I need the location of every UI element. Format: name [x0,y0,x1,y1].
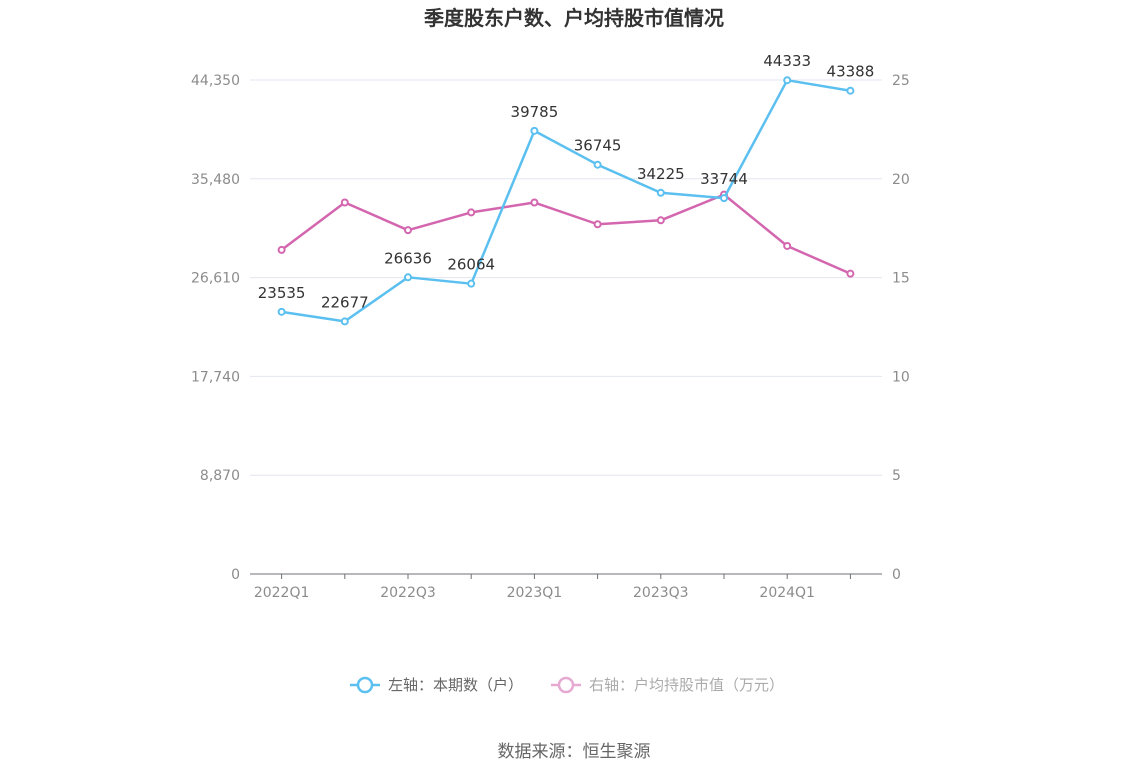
data-label: 26636 [384,249,432,267]
legend-label: 右轴：户均持股市值（万元） [589,676,784,694]
y-right-tick-label: 25 [892,73,910,89]
legend[interactable]: 左轴：本期数（户） 右轴：户均持股市值（万元） [350,676,784,694]
series-line-holders [281,78,851,323]
data-point-holders [846,86,855,95]
data-point-avg-value [783,241,792,250]
data-label: 23535 [258,284,306,302]
y-left-tick-label: 17,740 [191,369,240,385]
data-point-avg-value [656,216,665,225]
y-right-tick-label: 5 [892,468,901,484]
data-label-layer: 23535 22677 26636 26064 39785 36745 34225 33744… [258,52,875,311]
data-label: 26064 [447,256,495,274]
source-note: 数据来源：恒生聚源 [498,742,651,762]
series-layer [277,76,855,326]
data-point-avg-value [593,220,602,229]
data-point-holders [404,273,412,282]
data-label: 43388 [827,63,875,81]
legend-circle-icon [557,676,575,694]
y-right-tick-label: 15 [892,271,910,287]
x-tick-label: 2022Q3 [380,585,436,601]
data-point-avg-value [467,208,476,217]
data-point-holders [593,160,602,169]
y-right-tick-label: 20 [892,172,910,188]
data-point-holders [340,317,349,326]
data-label: 36745 [574,137,622,155]
y-left-tick-label: 8,870 [200,468,240,484]
legend-item-avg-value[interactable]: 右轴：户均持股市值（万元） [551,676,784,694]
axis-layer: 0 0 8,870 5 17,740 10 26,610 15 35,480 20 44,350 25… [191,73,910,601]
data-point-holders [530,126,539,135]
y-right-tick-label: 10 [892,369,910,385]
series-line-avg-value [280,193,851,275]
data-point-holders [783,76,792,85]
x-tick-label: 2023Q3 [633,585,689,601]
data-label: 44333 [763,52,811,70]
data-point-holders [656,188,665,197]
x-tick-label: 2023Q1 [507,585,563,601]
legend-item-holders[interactable]: 左轴：本期数（户） [350,676,523,694]
y-right-tick-label: 0 [892,567,901,583]
y-left-tick-label: 26,610 [191,271,240,287]
data-label: 22677 [321,293,369,311]
y-left-tick-label: 0 [231,567,240,583]
data-point-avg-value [846,269,855,278]
data-label: 39785 [511,103,559,121]
x-tick-label: 2024Q1 [759,585,815,601]
data-point-holders [277,307,286,316]
data-label: 34225 [637,165,685,183]
data-point-avg-value [530,198,539,207]
data-point-avg-value [277,245,286,254]
grid-layer [250,79,882,476]
y-left-tick-label: 44,350 [191,73,240,89]
legend-circle-icon [356,676,374,694]
data-point-avg-value [404,226,412,235]
data-label: 33744 [700,170,748,188]
chart-title: 季度股东户数、户均持股市值情况 [423,6,724,30]
y-left-tick-label: 35,480 [191,172,240,188]
data-point-holders [467,279,476,288]
data-point-avg-value [340,198,349,207]
data-point-holders [720,194,728,203]
legend-label: 左轴：本期数（户） [388,676,523,694]
x-tick-label: 2022Q1 [254,585,310,601]
